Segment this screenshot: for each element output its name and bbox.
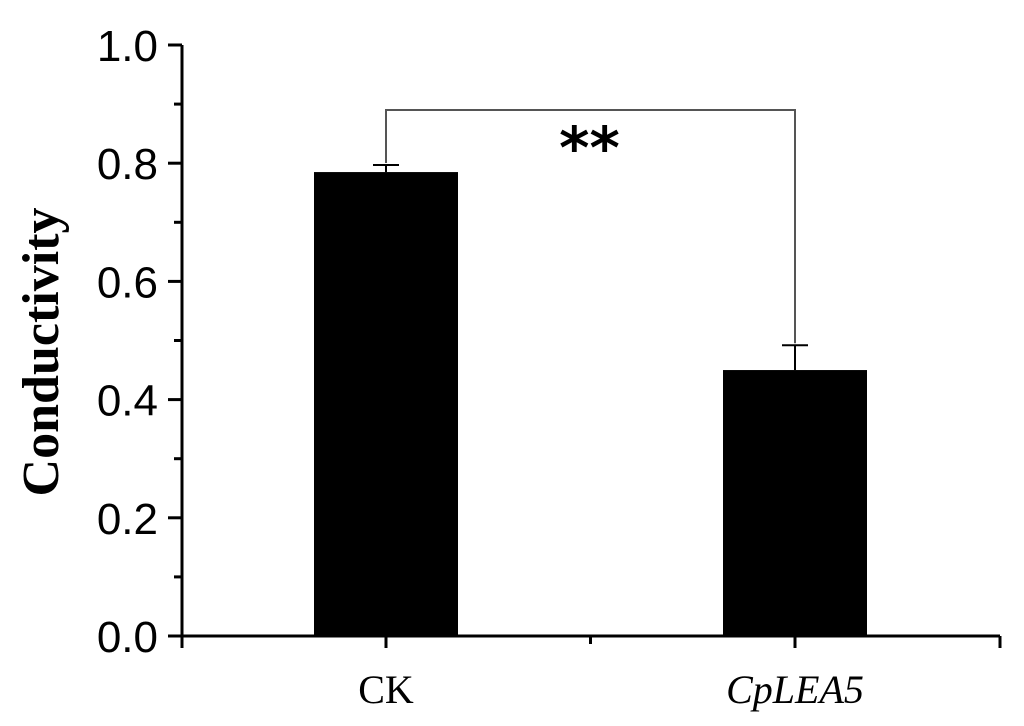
y-tick-label: 0.8 (97, 140, 158, 189)
y-tick-label: 0.0 (97, 613, 158, 662)
x-tick-label: CpLEA5 (726, 667, 864, 712)
y-axis-title: Conductivity (13, 208, 70, 497)
bars: CK CpLEA5 (314, 163, 867, 712)
significance-label: ** (559, 114, 620, 182)
axes: 0.0 0.2 0.4 0.6 0.8 1.0 (97, 22, 1002, 662)
significance-bracket: ** (385, 109, 796, 344)
y-tick-label: 1.0 (97, 22, 158, 71)
bar-ck (314, 172, 458, 636)
bar-cplea5 (723, 370, 867, 636)
x-tick-label: CK (358, 667, 414, 712)
significance-line (385, 109, 796, 344)
y-tick-label: 0.4 (97, 377, 158, 426)
y-tick-label: 0.6 (97, 258, 158, 307)
y-tick-label: 0.2 (97, 495, 158, 544)
